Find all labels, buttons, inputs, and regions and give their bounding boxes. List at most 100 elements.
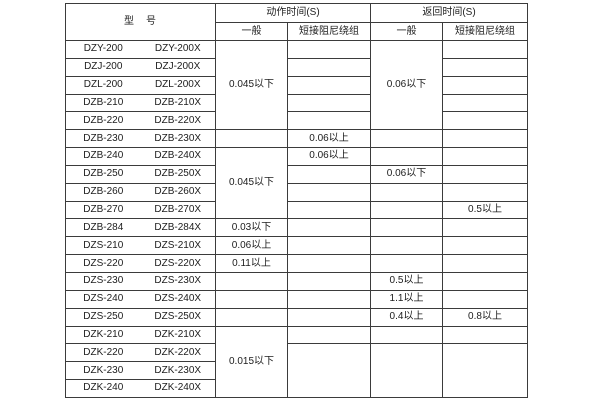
model-cell: DZJ-200 DZJ-200X — [65, 57, 216, 77]
value-cell — [287, 111, 371, 131]
model-name: DZB-284 — [83, 221, 124, 233]
value-cell — [442, 325, 528, 345]
table-header: 型 号 动作时间(S) 返回时间(S) 一般 短接阻尼绕组 一般 短接阻尼绕组 — [65, 3, 528, 41]
value-cell — [370, 343, 443, 398]
model-pair: DZS-230 DZS-230X — [67, 275, 215, 287]
header-return-damping: 短接阻尼绕组 — [442, 22, 528, 41]
header-action-time: 动作时间(S) — [215, 3, 371, 23]
value-cell — [215, 307, 288, 327]
model-name: DZK-220X — [154, 346, 202, 358]
table-row: DZK-220 DZK-220X — [65, 343, 528, 398]
model-name: DZB-260 — [83, 186, 124, 198]
table-row: DZK-240 DZK-240X — [65, 379, 528, 398]
model-pair: DZK-240 DZK-240X — [67, 382, 215, 394]
value-cell: 0.06以上 — [287, 129, 371, 149]
header-row-1: 型 号 动作时间(S) 返回时间(S) — [65, 3, 528, 41]
model-pair: DZB-220 DZB-220X — [67, 114, 215, 126]
model-name: DZY-200X — [154, 43, 201, 55]
model-cell: DZK-210 DZK-210X — [65, 325, 216, 345]
model-cell: DZK-220 DZK-220X — [65, 343, 216, 363]
model-cell: DZK-240 DZK-240X — [65, 379, 216, 398]
value-cell — [287, 271, 371, 291]
value-cell — [215, 289, 288, 309]
value-cell — [287, 218, 371, 238]
model-pair: DZB-250 DZB-250X — [67, 169, 215, 179]
model-pair: DZB-240 DZB-240X — [67, 150, 215, 162]
value-cell: 0.11以上 — [215, 254, 288, 273]
value-cell: 0.06以下 — [370, 39, 443, 131]
value-cell — [287, 325, 371, 345]
model-name: DZK-230X — [154, 364, 202, 376]
model-name: DZK-240X — [154, 382, 202, 394]
value-cell — [442, 218, 528, 238]
value-cell — [370, 254, 443, 273]
model-pair: DZS-220 DZS-220X — [67, 257, 215, 269]
value-cell: 0.06以上 — [287, 147, 371, 166]
value-cell — [442, 164, 528, 184]
value-cell — [370, 236, 443, 256]
value-cell — [442, 254, 528, 273]
model-name: DZK-230 — [83, 364, 124, 376]
model-pair: DZS-240 DZS-240X — [67, 294, 215, 304]
value-cell: 0.8以上 — [442, 307, 528, 327]
model-cell: DZS-250 DZS-250X — [65, 307, 216, 327]
model-name: DZL-200X — [154, 79, 201, 91]
model-name: DZK-220 — [83, 346, 124, 358]
value-cell — [442, 57, 528, 77]
value-cell — [287, 289, 371, 309]
model-pair: DZB-260 DZB-260X — [67, 186, 215, 198]
model-name: DZB-284X — [154, 221, 202, 233]
table-row: DZS-230 DZS-230X 0.5以上 — [65, 271, 528, 291]
table-row: DZB-270 DZB-270X 0.5以上 — [65, 200, 528, 220]
model-pair: DZS-210 DZS-210X — [67, 240, 215, 251]
model-name: DZS-230X — [154, 275, 202, 287]
value-cell — [370, 182, 443, 202]
value-cell — [287, 343, 371, 398]
model-name: DZS-220X — [154, 257, 202, 269]
model-name: DZY-200 — [83, 43, 123, 55]
model-name: DZB-230 — [83, 132, 124, 144]
model-name: DZJ-200 — [84, 61, 123, 73]
value-cell: 0.045以下 — [215, 39, 288, 131]
value-cell — [442, 236, 528, 256]
model-cell: DZB-230 DZB-230X — [65, 129, 216, 149]
model-name: DZB-220 — [83, 114, 124, 126]
model-cell: DZB-260 DZB-260X — [65, 182, 216, 202]
value-cell — [370, 200, 443, 220]
value-cell: 0.5以上 — [370, 271, 443, 291]
table-row: DZS-240 DZS-240X 1.1以上 — [65, 289, 528, 309]
value-cell: 0.06以上 — [215, 236, 288, 256]
value-cell — [370, 129, 443, 149]
value-cell: 0.045以下 — [215, 147, 288, 220]
model-cell: DZS-220 DZS-220X — [65, 254, 216, 273]
model-name: DZK-210X — [154, 328, 202, 340]
value-cell — [370, 147, 443, 166]
value-cell — [442, 93, 528, 113]
value-cell: 0.5以上 — [442, 200, 528, 220]
table-row: DZB-210 DZB-210X — [65, 93, 528, 113]
table-row: DZB-220 DZB-220X — [65, 111, 528, 131]
model-pair: DZS-250 DZS-250X — [67, 311, 215, 323]
model-pair: DZB-210 DZB-210X — [67, 96, 215, 108]
header-action-damping: 短接阻尼绕组 — [287, 22, 371, 41]
model-name: DZK-240 — [83, 382, 124, 394]
model-pair: DZK-210 DZK-210X — [67, 328, 215, 340]
value-cell — [287, 40, 371, 59]
model-name: DZJ-200X — [155, 61, 201, 73]
model-cell: DZB-220 DZB-220X — [65, 111, 216, 131]
header-row-2: 一般 短接阻尼绕组 一般 短接阻尼绕组 — [66, 22, 528, 41]
value-cell — [370, 325, 443, 345]
model-name: DZS-250X — [154, 311, 202, 323]
model-name: DZB-260X — [154, 186, 202, 198]
value-cell — [287, 307, 371, 327]
value-cell — [442, 289, 528, 309]
model-name: DZB-210 — [83, 96, 124, 108]
table-row: DZJ-200 DZJ-200X — [65, 57, 528, 77]
value-cell: 0.03以下 — [215, 218, 288, 238]
spec-table: 型 号 动作时间(S) 返回时间(S) 一般 短接阻尼绕组 一般 短接阻尼绕组 … — [65, 3, 528, 398]
value-cell — [287, 182, 371, 202]
value-cell — [287, 75, 371, 95]
model-name: DZB-240 — [83, 150, 124, 162]
table-row: DZB-240 DZB-240X 0.045以下 0.06以上 — [65, 147, 528, 220]
